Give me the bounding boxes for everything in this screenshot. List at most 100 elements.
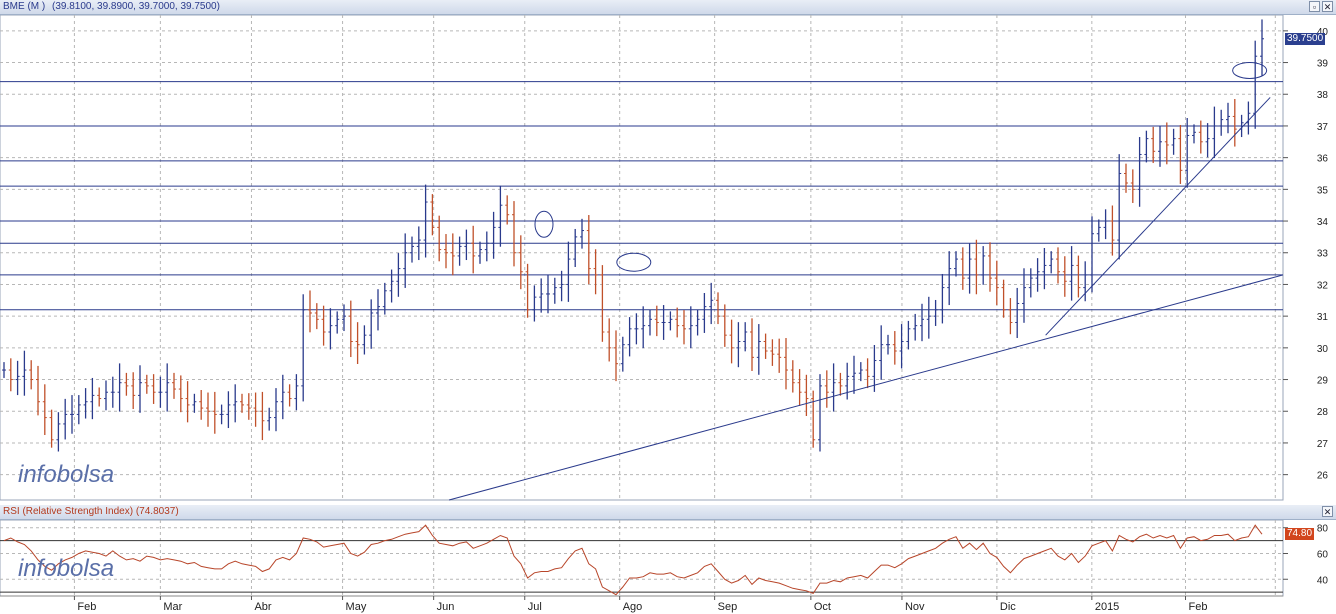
ohlc-bar xyxy=(525,263,530,318)
ohlc-bar xyxy=(308,290,312,333)
ohlc-bar xyxy=(580,218,584,249)
ohlc-bar xyxy=(512,201,516,267)
ohlc-bar xyxy=(858,362,863,382)
ohlc-bar xyxy=(1083,261,1088,302)
x-tick-label: 2015 xyxy=(1095,601,1119,613)
rsi-line xyxy=(3,524,1263,596)
ohlc-bar xyxy=(1117,154,1122,260)
minimize-icon[interactable]: ▫ xyxy=(1309,1,1320,12)
ohlc-bar xyxy=(831,363,836,412)
ohlc-bar xyxy=(158,376,163,408)
ohlc-bar xyxy=(430,194,435,236)
ohlc-bar xyxy=(212,391,217,434)
ohlc-bar xyxy=(552,277,557,304)
x-tick-label: Abr xyxy=(254,601,271,613)
ohlc-bar xyxy=(1171,128,1176,155)
ohlc-bar xyxy=(1001,279,1006,318)
ohlc-bar xyxy=(614,330,618,382)
ohlc-bar xyxy=(716,292,720,325)
ohlc-bar xyxy=(294,374,299,411)
ohlc-bar xyxy=(165,363,170,412)
rsi-panel-titlebar: RSI (Relative Strength Index) (74.8037) … xyxy=(0,505,1336,520)
price-y-tick-label: 34 xyxy=(1317,217,1329,228)
x-tick-label: Dic xyxy=(1000,601,1016,613)
ohlc-bar xyxy=(1042,247,1047,290)
ohlc-bar xyxy=(627,317,632,357)
x-tick-label: May xyxy=(346,601,367,613)
price-y-tick-label: 36 xyxy=(1317,154,1329,165)
ohlc-bar xyxy=(648,309,652,336)
ohlc-bar xyxy=(573,228,578,268)
x-tick-label: Feb xyxy=(1188,601,1207,613)
ohlc-bar xyxy=(22,350,27,396)
ohlc-bar xyxy=(926,296,931,339)
ohlc-bar xyxy=(131,372,136,410)
ohlc-bar xyxy=(641,306,646,349)
ohlc-bar xyxy=(967,243,972,294)
ohlc-bar xyxy=(63,398,68,440)
ohlc-bar xyxy=(2,362,6,378)
close-icon[interactable]: ✕ xyxy=(1322,506,1333,517)
ohlc-bar xyxy=(90,377,95,420)
trendline xyxy=(448,274,1284,501)
ohlc-bar xyxy=(110,376,115,408)
trendline xyxy=(1045,97,1271,336)
price-y-tick-label: 38 xyxy=(1317,90,1329,101)
ohlc-bar xyxy=(750,318,754,371)
ohlc-bar xyxy=(491,211,496,259)
ohlc-bar xyxy=(498,185,503,247)
ohlc-bar xyxy=(1198,120,1203,154)
ohlc-bar xyxy=(865,358,870,389)
ohlc-bar xyxy=(1226,102,1230,134)
rsi-panel-title: RSI (Relative Strength Index) (74.8037) xyxy=(3,506,179,517)
x-tick-label: Nov xyxy=(905,601,925,613)
ohlc-bar xyxy=(29,360,34,390)
ohlc-bar xyxy=(226,391,231,429)
ohlc-bar xyxy=(355,322,360,365)
ohlc-bar xyxy=(1008,298,1013,335)
ohlc-bar xyxy=(770,339,775,366)
ohlc-bar xyxy=(593,249,598,295)
close-icon[interactable]: ✕ xyxy=(1322,1,1333,12)
ohlc-bar xyxy=(1137,137,1142,207)
price-plot-area xyxy=(0,15,1284,501)
ohlc-bar xyxy=(1035,258,1040,292)
ohlc-bar xyxy=(661,305,666,340)
ohlc-bar xyxy=(403,233,408,288)
ohlc-bar xyxy=(682,310,686,345)
ohlc-bar xyxy=(1022,268,1026,323)
price-y-tick-label: 27 xyxy=(1317,439,1329,450)
price-y-tick-label: 33 xyxy=(1317,249,1329,260)
rsi-plot-area xyxy=(0,520,1284,597)
ohlc-bar xyxy=(559,270,564,302)
ohlc-bar xyxy=(1130,169,1135,203)
ohlc-bar xyxy=(1110,205,1115,256)
ohlc-bar xyxy=(240,393,244,413)
price-y-tick-label: 32 xyxy=(1317,280,1329,291)
ohlc-bar xyxy=(933,299,938,326)
ohlc-bar xyxy=(539,278,544,313)
rsi-y-tick-label: 40 xyxy=(1317,575,1329,586)
ohlc-bar xyxy=(784,338,788,390)
ohlc-bar xyxy=(1260,19,1264,76)
ohlc-bar xyxy=(42,384,47,436)
price-y-tick-label: 26 xyxy=(1317,471,1329,482)
ohlc-bar xyxy=(1164,122,1169,165)
ohlc-bar xyxy=(185,381,190,423)
ohlc-bar xyxy=(688,306,693,349)
ohlc-bar xyxy=(1103,209,1108,240)
ohlc-bar xyxy=(1028,268,1033,298)
highlight-ellipse xyxy=(1232,61,1268,79)
ohlc-bar xyxy=(104,380,108,411)
ohlc-bar xyxy=(899,324,904,369)
ohlc-bar xyxy=(410,236,414,263)
rsi-watermark: infobolsa xyxy=(18,555,114,582)
ohlc-bar xyxy=(15,360,20,396)
ohlc-bar xyxy=(913,313,918,341)
ohlc-bar xyxy=(743,322,748,352)
ohlc-bar xyxy=(729,319,734,364)
price-y-tick-label: 31 xyxy=(1317,312,1329,323)
x-tick-label: Sep xyxy=(718,601,738,613)
ohlc-bar xyxy=(818,374,822,452)
ohlc-bar xyxy=(777,338,782,373)
